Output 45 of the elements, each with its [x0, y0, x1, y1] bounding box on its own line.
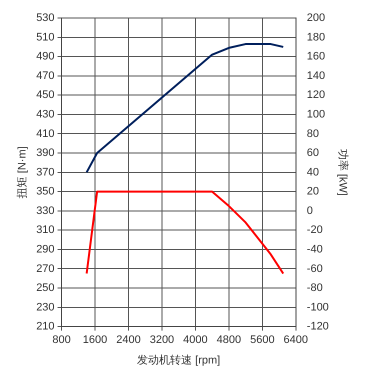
- y2-tick-label: -40: [306, 243, 323, 256]
- y2-tick-label: 200: [306, 12, 326, 24]
- y-axis-title: 扭矩 [N·m]: [16, 146, 29, 198]
- y2-tick-label: 80: [306, 128, 320, 140]
- y-tick-label: 490: [36, 50, 55, 63]
- x-tick-label: 800: [52, 334, 71, 346]
- y-tick-label: 330: [36, 204, 55, 217]
- x-tick-label: 3200: [150, 334, 174, 346]
- y-tick-label: 230: [36, 301, 55, 314]
- x-axis-title: 发动机转速 [rpm]: [137, 353, 220, 366]
- y2-tick-label: -120: [306, 320, 329, 333]
- y-tick-label: 310: [36, 224, 55, 236]
- x-tick-label: 1600: [82, 334, 108, 346]
- y2-tick-label: 120: [306, 89, 326, 102]
- y-tick-label: 410: [36, 128, 55, 140]
- y2-tick-label: 20: [306, 186, 320, 198]
- y2-tick-label: 0: [306, 204, 313, 217]
- y-tick-label: 270: [36, 262, 55, 275]
- y2-tick-label: 140: [306, 70, 326, 82]
- y-tick-label: 530: [36, 12, 55, 24]
- y2-tick-label: 100: [306, 108, 326, 120]
- y-tick-label: 210: [36, 320, 55, 333]
- x-tick-label: 4800: [216, 334, 242, 346]
- y2-tick-label: 60: [306, 147, 320, 160]
- y2-tick-label: 160: [306, 50, 326, 63]
- y-tick-label: 390: [36, 147, 55, 160]
- x-tick-label: 2400: [116, 334, 141, 346]
- y2-tick-label: -20: [306, 224, 323, 236]
- x-tick-label: 6400: [284, 334, 308, 346]
- y2-axis-title: 功率 [kW]: [336, 148, 350, 196]
- y2-tick-label: 180: [306, 31, 326, 44]
- y-tick-label: 290: [36, 243, 55, 256]
- x-tick-label: 5600: [250, 334, 275, 346]
- y-tick-label: 430: [36, 108, 55, 120]
- y-tick-label: 370: [36, 166, 55, 178]
- y-tick-label: 470: [36, 70, 55, 82]
- y2-tick-label: -60: [306, 262, 323, 275]
- y2-tick-label: -100: [306, 301, 329, 314]
- y-tick-label: 510: [36, 31, 55, 44]
- y-tick-label: 250: [36, 282, 55, 294]
- y2-tick-label: -80: [306, 282, 323, 294]
- y-tick-label: 450: [36, 89, 55, 102]
- y-tick-label: 350: [36, 186, 55, 198]
- y2-tick-label: 40: [306, 166, 320, 178]
- x-tick-label: 4000: [183, 334, 208, 346]
